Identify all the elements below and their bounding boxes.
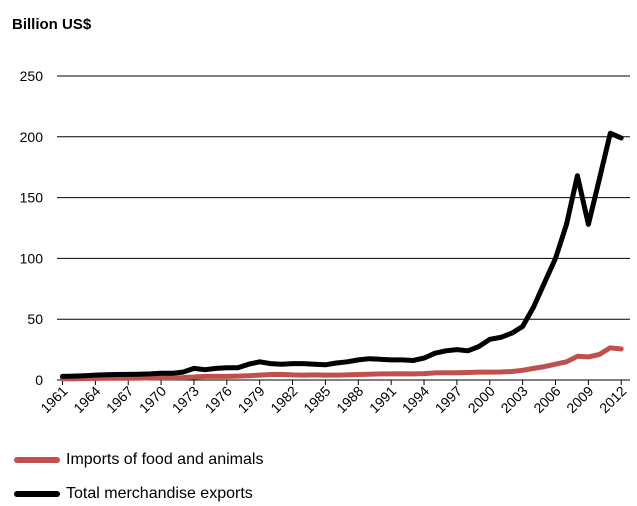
y-tick-label: 250	[20, 68, 44, 84]
x-tick-label: 1979	[234, 383, 267, 416]
legend-item-exports: Total merchandise exports	[14, 485, 253, 503]
x-tick-label: 2009	[563, 383, 596, 416]
y-axis-title: Billion US$	[12, 16, 92, 33]
x-tick-label: 1967	[103, 383, 136, 416]
x-tick-label: 1985	[300, 383, 333, 416]
y-tick-label: 200	[20, 129, 44, 145]
y-tick-label: 150	[20, 190, 44, 206]
legend-swatch-imports	[14, 457, 60, 463]
x-tick-label: 1973	[169, 383, 202, 416]
x-tick-label: 2012	[596, 383, 629, 416]
x-tick-label: 1994	[399, 383, 432, 416]
y-tick-label: 0	[35, 372, 43, 388]
legend-swatch-exports	[14, 491, 60, 497]
y-tick-label: 100	[20, 250, 44, 266]
x-tick-label: 1964	[70, 383, 103, 416]
x-tick-label: 1988	[333, 383, 366, 416]
x-tick-label: 2006	[530, 383, 563, 416]
legend-item-imports: Imports of food and animals	[14, 451, 263, 469]
x-tick-label: 2000	[465, 383, 498, 416]
y-tick-label: 50	[27, 311, 43, 327]
x-tick-label: 1991	[366, 383, 399, 416]
legend-label-exports: Total merchandise exports	[66, 485, 253, 502]
x-tick-label: 1997	[432, 383, 465, 416]
legend-label-imports: Imports of food and animals	[66, 451, 264, 468]
x-tick-label: 2003	[497, 383, 530, 416]
x-tick-label: 1982	[267, 383, 300, 416]
x-tick-label: 1976	[202, 383, 235, 416]
series-line-0	[60, 345, 624, 382]
x-tick-label: 1970	[136, 383, 169, 416]
series-line-1	[60, 130, 624, 379]
